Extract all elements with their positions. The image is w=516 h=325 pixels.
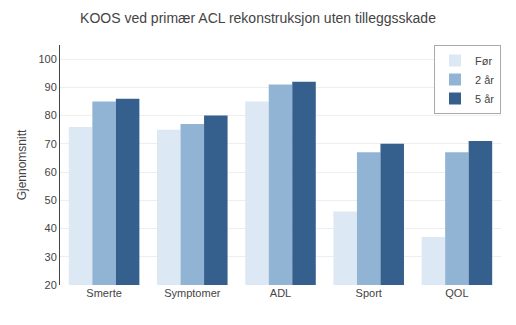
svg-text:ADL: ADL	[270, 287, 291, 299]
svg-text:Gjennomsnitt: Gjennomsnitt	[15, 129, 29, 200]
svg-text:5 år: 5 år	[475, 93, 494, 105]
svg-text:60: 60	[45, 166, 57, 178]
svg-text:40: 40	[45, 222, 57, 234]
svg-text:90: 90	[45, 81, 57, 93]
svg-text:2 år: 2 år	[475, 74, 494, 86]
svg-text:30: 30	[45, 251, 57, 263]
svg-text:80: 80	[45, 109, 57, 121]
svg-text:20: 20	[45, 279, 57, 291]
svg-text:KOOS ved primær ACL rekonstruk: KOOS ved primær ACL rekonstruksjon uten …	[80, 10, 436, 26]
svg-text:Før: Før	[475, 55, 492, 67]
svg-text:Symptomer: Symptomer	[164, 287, 221, 299]
svg-text:Sport: Sport	[356, 287, 382, 299]
svg-text:100: 100	[38, 53, 56, 65]
svg-text:70: 70	[45, 138, 57, 150]
svg-text:QOL: QOL	[445, 287, 468, 299]
svg-text:50: 50	[45, 194, 57, 206]
svg-text:Smerte: Smerte	[86, 287, 121, 299]
